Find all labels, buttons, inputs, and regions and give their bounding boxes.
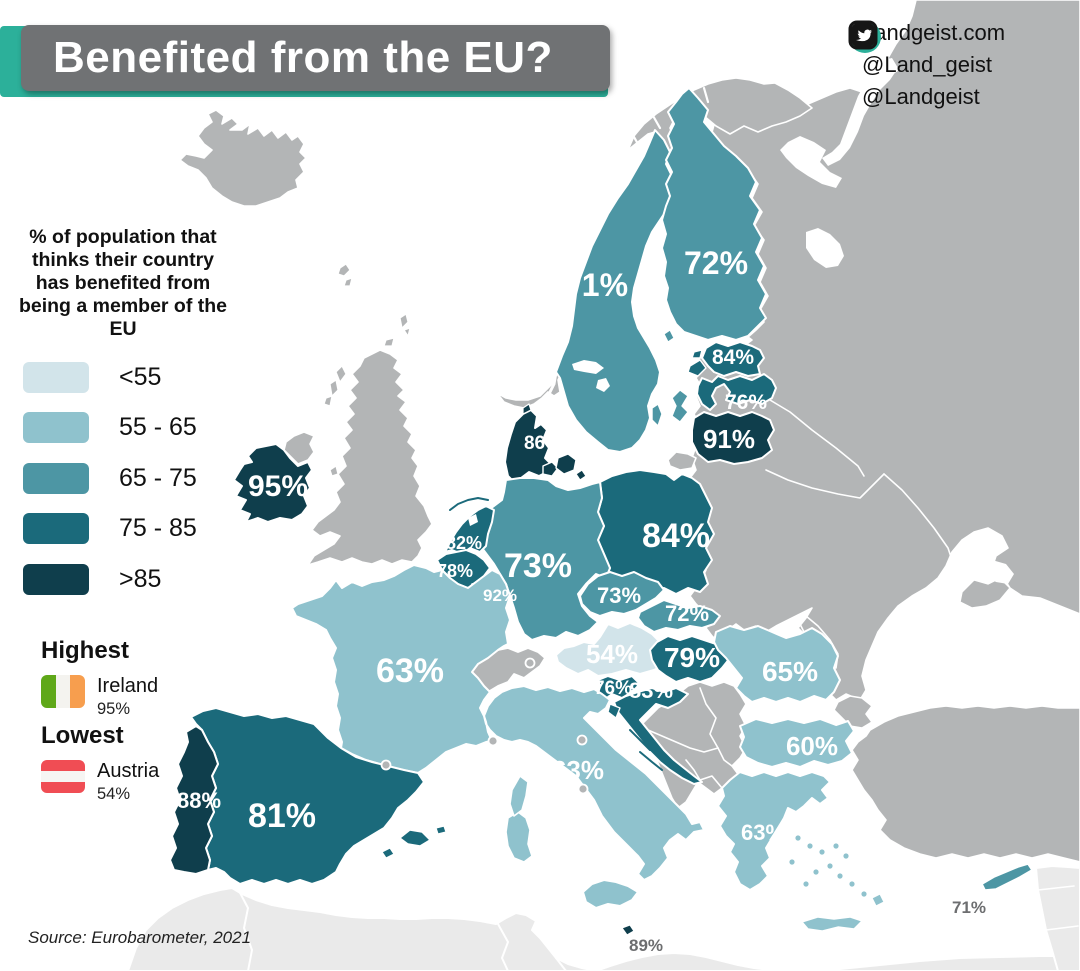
svg-text:82%: 82% (446, 533, 482, 553)
svg-text:72%: 72% (684, 245, 748, 281)
svg-text:63%: 63% (741, 820, 785, 845)
svg-text:76%: 76% (594, 678, 632, 699)
svg-text:88%: 88% (177, 788, 221, 813)
svg-text:71%: 71% (952, 898, 986, 917)
svg-text:63%: 63% (552, 755, 604, 785)
svg-text:79%: 79% (664, 642, 720, 673)
svg-text:60%: 60% (786, 731, 838, 761)
svg-text:84%: 84% (642, 517, 710, 555)
svg-text:72%: 72% (665, 601, 709, 626)
svg-text:83%: 83% (629, 678, 673, 703)
svg-text:91%: 91% (703, 424, 755, 454)
svg-text:54%: 54% (586, 639, 638, 669)
svg-text:89%: 89% (629, 936, 663, 955)
svg-text:78%: 78% (437, 561, 473, 581)
svg-text:73%: 73% (504, 547, 572, 585)
svg-text:76%: 76% (725, 391, 767, 414)
svg-text:92%: 92% (483, 586, 517, 605)
svg-text:86%: 86% (524, 433, 562, 454)
svg-text:63%: 63% (376, 652, 444, 690)
svg-text:84%: 84% (712, 346, 754, 369)
svg-text:81%: 81% (248, 797, 316, 835)
svg-text:73%: 73% (597, 583, 641, 608)
svg-text:95%: 95% (248, 470, 308, 503)
svg-text:71%: 71% (564, 267, 628, 303)
svg-text:65%: 65% (762, 656, 818, 687)
